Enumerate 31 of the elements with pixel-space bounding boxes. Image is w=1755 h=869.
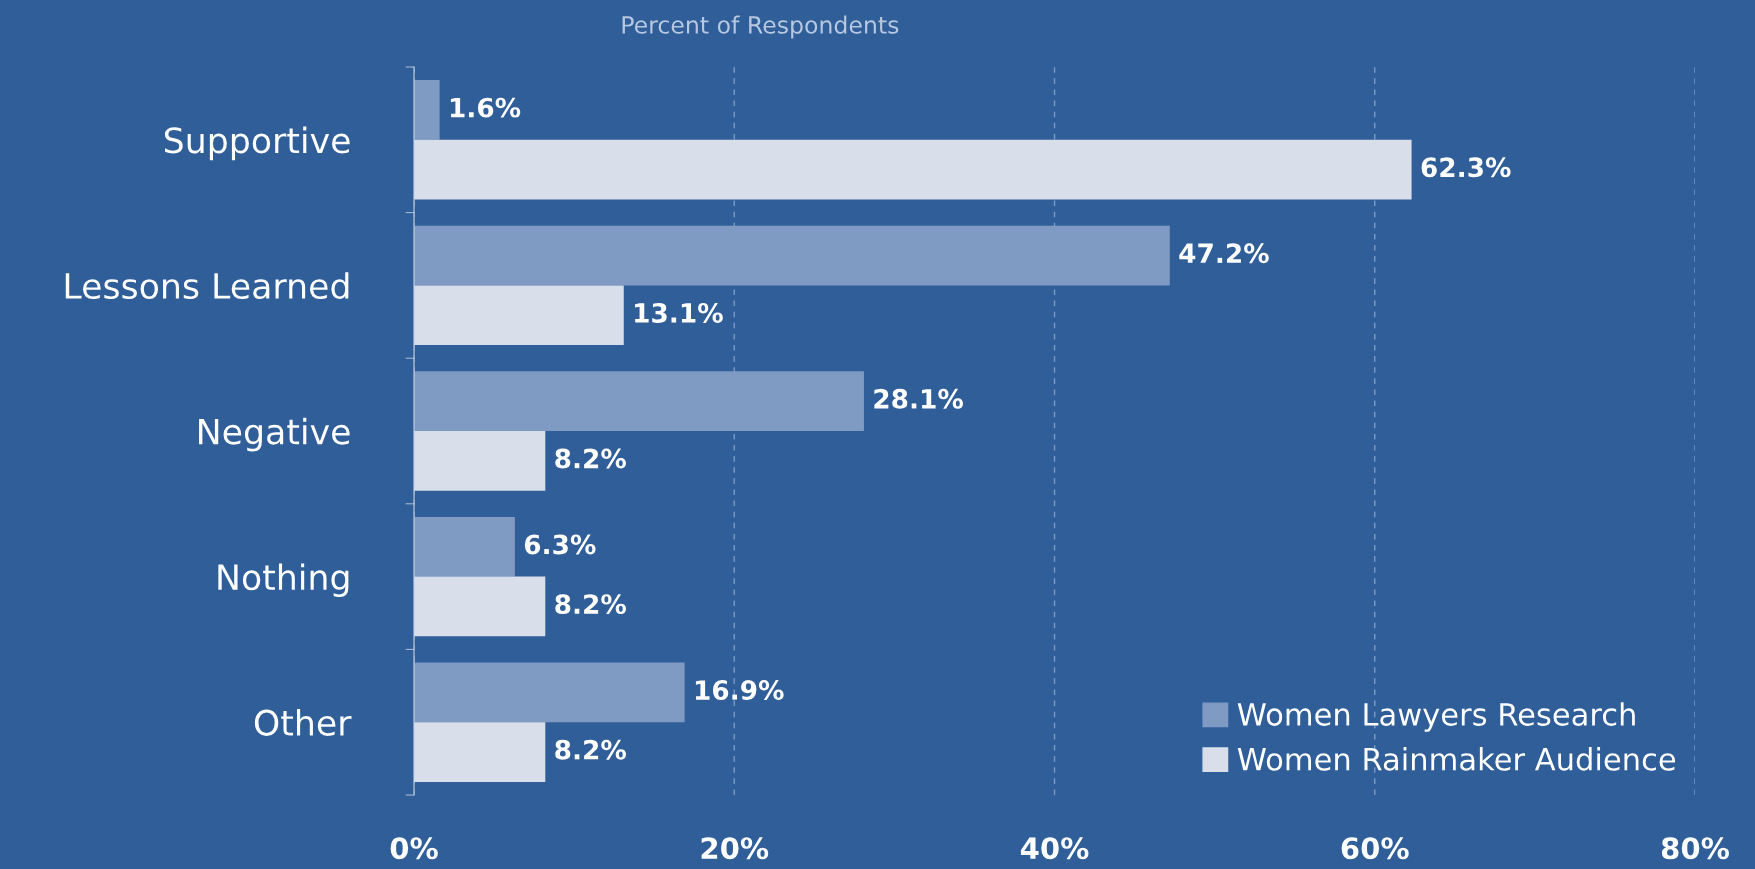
bar [414, 139, 1412, 200]
legend-label: Women Rainmaker Audience [1237, 747, 1676, 771]
bar [414, 722, 546, 782]
data-label: 8.2% [555, 448, 626, 469]
y-tick-label: Other [254, 709, 352, 736]
bar [414, 662, 685, 723]
data-label: 28.1% [874, 388, 963, 409]
bar [414, 431, 546, 491]
bar [414, 516, 515, 577]
data-label: 8.2% [555, 594, 626, 615]
data-label: 47.2% [1179, 243, 1269, 264]
data-label: 8.2% [555, 739, 626, 760]
data-label: 6.3% [524, 534, 596, 555]
y-tick-label: Negative [199, 417, 350, 452]
x-tick-label: 80% [1661, 837, 1729, 860]
legend-label: Women Lawyers Research [1237, 702, 1635, 732]
y-tick-label: Lessons Learned [65, 272, 349, 300]
x-tick-label: 40% [1020, 837, 1089, 860]
bar [414, 576, 546, 637]
y-tick-label: Supportive [164, 126, 350, 161]
x-tick-label: 0% [390, 837, 438, 860]
y-tick-label: Nothing [218, 563, 349, 598]
data-label: 1.6% [450, 97, 521, 118]
x-tick-label: 60% [1341, 837, 1409, 860]
x-tick-label: 20% [701, 837, 769, 860]
chart-title: Percent of Respondents [622, 15, 899, 39]
data-label: 13.1% [635, 302, 723, 323]
bar [414, 285, 624, 346]
bar [414, 80, 440, 140]
data-label: 62.3% [1421, 157, 1511, 178]
data-label: 16.9% [695, 680, 784, 701]
